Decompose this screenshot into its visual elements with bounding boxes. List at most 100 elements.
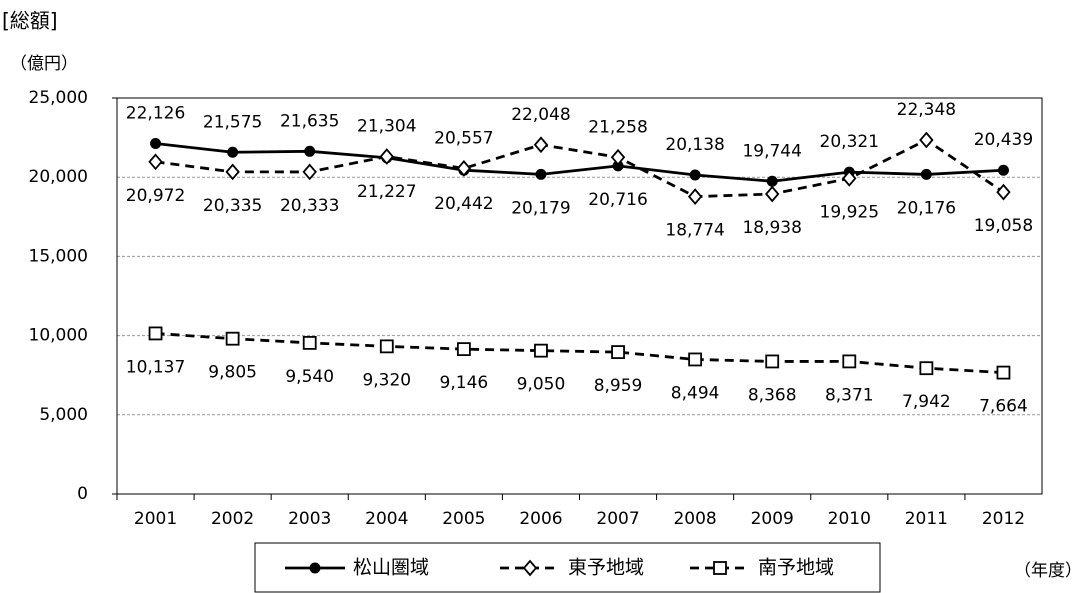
y-tick-label: 0 (77, 484, 88, 504)
data-label: 20,439 (974, 130, 1033, 150)
x-tick-label: 2007 (596, 509, 639, 529)
data-label: 22,048 (511, 105, 570, 125)
data-label: 8,959 (594, 376, 643, 396)
data-label: 8,368 (748, 385, 797, 405)
series-line (155, 332, 1004, 374)
marker (997, 164, 1009, 176)
marker (842, 170, 857, 187)
marker (996, 365, 1011, 380)
data-label: 21,635 (280, 111, 339, 131)
data-label: 19,925 (820, 202, 879, 222)
legend-label: 東予地域 (568, 557, 644, 579)
legend-box (254, 542, 881, 593)
chart-title: [総額] (2, 9, 58, 33)
data-label: 21,258 (588, 117, 647, 137)
marker (225, 163, 240, 181)
y-tick-label: 5,000 (39, 405, 88, 425)
marker (765, 185, 780, 203)
data-label: 19,058 (974, 216, 1033, 236)
data-label: 20,557 (434, 128, 493, 148)
data-label: 8,494 (671, 383, 720, 403)
x-tick-label: 2010 (828, 509, 871, 529)
marker (713, 561, 727, 575)
marker (842, 354, 857, 369)
data-label: 21,227 (357, 182, 416, 202)
marker (766, 175, 778, 187)
marker (610, 148, 626, 166)
data-label: 20,716 (588, 190, 647, 210)
marker (379, 148, 394, 165)
y-axis-label: （億円） (10, 54, 78, 74)
data-label: 7,664 (979, 397, 1028, 417)
marker (379, 339, 394, 354)
data-label: 20,138 (665, 135, 724, 155)
data-label: 9,805 (208, 363, 257, 383)
marker (920, 168, 932, 180)
data-label: 21,304 (357, 117, 416, 137)
marker (688, 352, 703, 367)
data-label: 20,179 (511, 198, 570, 218)
data-label: 9,540 (285, 367, 334, 387)
marker (225, 331, 240, 346)
marker (533, 136, 549, 154)
marker (302, 163, 317, 181)
marker (765, 354, 780, 369)
x-tick-label: 2002 (211, 509, 254, 529)
x-tick-label: 2009 (751, 509, 794, 529)
y-tick-label: 20,000 (29, 167, 88, 187)
marker (996, 183, 1011, 201)
marker (535, 168, 547, 180)
x-tick-label: 2012 (982, 509, 1025, 529)
marker (227, 146, 239, 158)
data-label: 18,774 (665, 221, 724, 241)
marker (689, 169, 701, 181)
data-label: 9,146 (440, 373, 489, 393)
x-tick-label: 2008 (673, 509, 716, 529)
x-tick-label: 2003 (288, 509, 331, 529)
x-tick-label: 2005 (442, 509, 485, 529)
data-label: 18,938 (742, 218, 801, 238)
data-label: 10,137 (126, 357, 185, 377)
x-tick-label: 2006 (519, 509, 562, 529)
marker (150, 138, 162, 150)
marker (148, 326, 163, 341)
data-label: 22,126 (126, 104, 185, 124)
x-tick-label: 2004 (365, 509, 408, 529)
data-label: 21,575 (203, 112, 262, 132)
data-label: 22,348 (897, 100, 956, 120)
marker (612, 160, 624, 172)
series-line (155, 138, 1005, 199)
marker (309, 562, 321, 574)
marker (522, 559, 538, 577)
data-label: 20,321 (820, 132, 879, 152)
y-tick-label: 15,000 (29, 246, 88, 266)
data-label: 20,442 (434, 194, 493, 214)
data-label: 20,333 (280, 196, 339, 216)
marker (304, 145, 316, 157)
data-label: 19,744 (742, 141, 801, 161)
data-label: 9,050 (517, 375, 566, 395)
x-tick-label: 2001 (134, 509, 177, 529)
marker (919, 361, 934, 376)
legend-label: 松山圏域 (353, 557, 429, 579)
data-label: 20,335 (203, 196, 262, 216)
data-label: 7,942 (902, 392, 951, 412)
marker (302, 335, 317, 350)
marker (148, 153, 163, 171)
data-label: 20,972 (126, 186, 185, 206)
data-label: 8,371 (825, 385, 874, 405)
y-tick-label: 25,000 (29, 88, 88, 108)
marker (611, 345, 625, 359)
plot-frame (116, 97, 1043, 495)
data-label: 20,176 (897, 198, 956, 218)
x-axis-label: （年度） (1014, 561, 1082, 581)
y-tick-label: 10,000 (29, 326, 88, 346)
marker (919, 131, 934, 149)
marker (687, 188, 703, 206)
legend-label: 南予地域 (758, 557, 834, 579)
data-label: 9,320 (362, 370, 411, 390)
marker (456, 159, 472, 177)
marker (534, 343, 548, 358)
marker (456, 342, 471, 357)
